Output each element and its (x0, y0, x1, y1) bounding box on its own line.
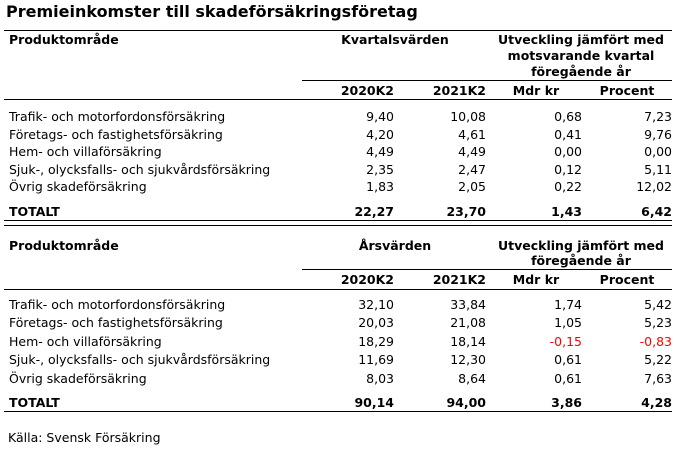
row-value: 11,69 (358, 352, 394, 368)
row-value: 4,20 (366, 126, 394, 142)
source-note: Källa: Svensk Försäkring (8, 430, 161, 445)
row-value: 21,08 (450, 315, 486, 331)
row-label: Företags- och fastighetsförsäkring (9, 315, 223, 331)
row-value: 2,47 (458, 161, 486, 177)
row-label: Trafik- och motorfordonsförsäkring (9, 109, 226, 124)
total-value: 1,43 (551, 204, 582, 219)
col-header-2021k2: 2021K2 (432, 83, 486, 98)
col-header-mdr-kr: Mdr kr (512, 83, 560, 98)
row-label: Trafik- och motorfordonsförsäkring (9, 297, 226, 312)
row-value: 0,61 (554, 352, 582, 368)
row-value: 9,76 (644, 126, 672, 142)
group2-header-line-1: Utveckling jämfört med (498, 32, 664, 47)
row-value: 0,41 (554, 126, 582, 142)
row-value: 7,23 (644, 109, 672, 124)
row-value: 0,68 (554, 109, 582, 124)
area-header: Produktområde (9, 238, 119, 253)
row-value: 5,42 (644, 297, 672, 312)
row-value: 4,49 (458, 144, 486, 160)
row-value: 5,23 (644, 315, 672, 331)
row-value: 0,22 (554, 179, 582, 195)
row-value: 0,00 (554, 144, 582, 160)
group1-header: Årsvärden (358, 238, 432, 253)
row-value: 5,22 (644, 352, 672, 368)
row-label: Hem- och villaförsäkring (9, 144, 162, 160)
col-header-2020k2: 2020K2 (340, 83, 394, 98)
row-value: -0,83 (639, 333, 672, 349)
table-top-rule (4, 30, 672, 31)
row-value: 5,11 (644, 161, 672, 177)
total-label: TOTALT (9, 395, 60, 410)
page-title: Premieinkomster till skadeförsäkringsför… (6, 2, 418, 21)
table-top-rule (4, 225, 672, 226)
annual-table: Produktområde Årsvärden Utveckling jämfö… (0, 212, 689, 417)
row-value: -0,15 (549, 333, 582, 349)
row-value: 32,10 (358, 297, 394, 312)
group2-header-line-3: föregående år (531, 64, 631, 79)
row-label: Sjuk-, olycksfalls- och sjukvårdsförsäkr… (9, 352, 271, 368)
row-value: 2,05 (458, 179, 486, 195)
row-value: 18,29 (358, 333, 394, 349)
header-bottom-rule (4, 99, 672, 100)
row-value: 12,30 (450, 352, 486, 368)
group2-header-line-2: motsvarande kvartal (507, 48, 655, 63)
total-value: 90,14 (354, 395, 394, 410)
row-value: 0,12 (554, 161, 582, 177)
total-value: 94,00 (446, 395, 486, 410)
header-bottom-rule (4, 289, 672, 290)
row-value: 20,03 (358, 315, 394, 331)
col-header-procent: Procent (599, 272, 655, 287)
col-header-2020k2: 2020K2 (340, 272, 394, 287)
row-value: 33,84 (450, 297, 486, 312)
row-value: 4,49 (366, 144, 394, 160)
row-value: 2,35 (366, 161, 394, 177)
row-value: 0,00 (644, 144, 672, 160)
group2-header-line-1: Utveckling jämfört med (498, 238, 664, 253)
total-value: 22,27 (354, 204, 394, 219)
row-value: 1,83 (366, 179, 394, 195)
row-label: Företags- och fastighetsförsäkring (9, 126, 223, 142)
total-value: 23,70 (446, 204, 486, 219)
row-value: 1,05 (554, 315, 582, 331)
row-value: 12,02 (636, 179, 672, 195)
total-label: TOTALT (9, 204, 60, 219)
row-value: 10,08 (450, 109, 486, 124)
row-label: Hem- och villaförsäkring (9, 333, 162, 349)
column-header-rule (302, 80, 672, 81)
quarterly-table: Produktområde Kvartalsvärden Utveckling … (0, 22, 689, 222)
table-bottom-rule (4, 411, 672, 412)
row-value: 7,63 (644, 370, 672, 386)
col-header-2021k2: 2021K2 (432, 272, 486, 287)
row-value: 9,40 (366, 109, 394, 124)
group2-header-line-2: föregående år (531, 253, 631, 268)
total-value: 6,42 (641, 204, 672, 219)
col-header-procent: Procent (599, 83, 655, 98)
row-value: 4,61 (458, 126, 486, 142)
group1-header: Kvartalsvärden (341, 32, 449, 47)
row-value: 1,74 (554, 297, 582, 312)
row-value: 8,64 (458, 370, 486, 386)
row-value: 0,61 (554, 370, 582, 386)
row-label: Sjuk-, olycksfalls- och sjukvårdsförsäkr… (9, 161, 271, 177)
total-value: 3,86 (551, 395, 582, 410)
area-header: Produktområde (9, 32, 119, 47)
row-label: Övrig skadeförsäkring (9, 179, 147, 195)
column-header-rule (302, 269, 672, 270)
total-value: 4,28 (641, 395, 672, 410)
table-bottom-rule (4, 220, 672, 221)
row-value: 18,14 (450, 333, 486, 349)
row-value: 8,03 (366, 370, 394, 386)
col-header-mdr-kr: Mdr kr (512, 272, 560, 287)
row-label: Övrig skadeförsäkring (9, 370, 147, 386)
